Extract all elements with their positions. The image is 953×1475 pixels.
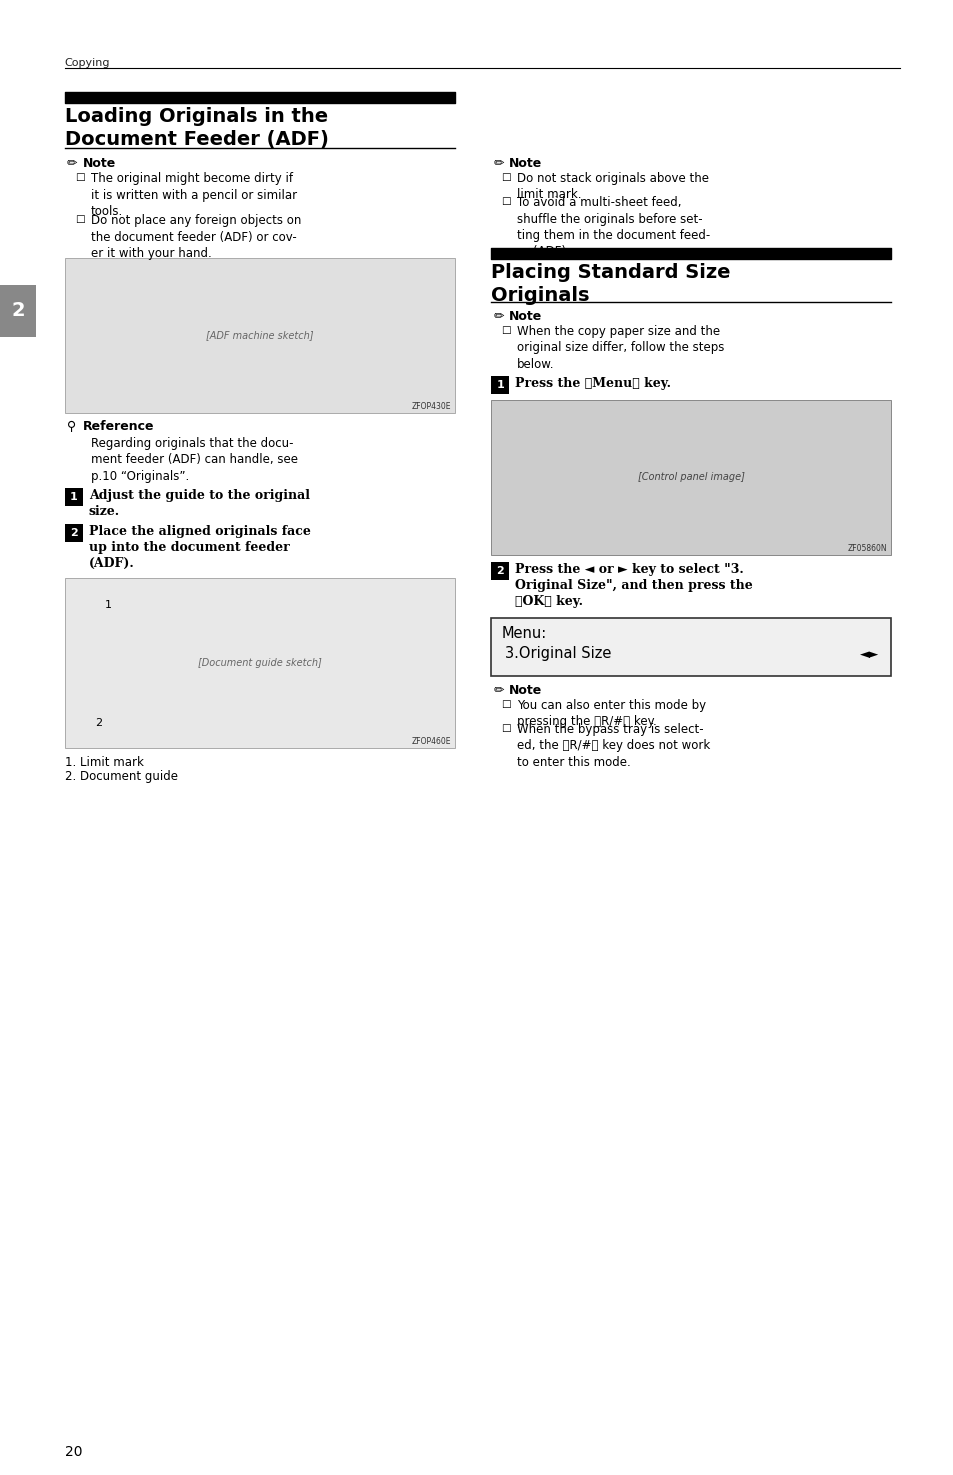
Text: □: □ <box>500 699 511 709</box>
Text: ✏: ✏ <box>493 684 503 698</box>
Text: You can also enter this mode by
pressing the 「R/#」 key.: You can also enter this mode by pressing… <box>517 699 705 729</box>
Bar <box>0 285 36 336</box>
FancyBboxPatch shape <box>491 562 509 580</box>
Text: ZFOP430E: ZFOP430E <box>411 403 451 412</box>
Text: Copying: Copying <box>65 58 111 68</box>
Text: ✏: ✏ <box>67 156 77 170</box>
Bar <box>491 400 890 555</box>
Text: [Control panel image]: [Control panel image] <box>638 472 744 482</box>
Text: □: □ <box>500 723 511 733</box>
Text: 2: 2 <box>70 528 77 538</box>
Text: Note: Note <box>509 156 542 170</box>
Text: 2: 2 <box>11 301 25 320</box>
Text: □: □ <box>500 196 511 207</box>
Text: Regarding originals that the docu-
ment feeder (ADF) can handle, see
p.10 “Origi: Regarding originals that the docu- ment … <box>91 437 297 482</box>
Bar <box>65 258 455 413</box>
FancyBboxPatch shape <box>65 524 83 541</box>
FancyBboxPatch shape <box>65 488 83 506</box>
Text: ✏: ✏ <box>493 310 503 323</box>
Text: 20: 20 <box>65 1446 82 1459</box>
Text: ZFOP460E: ZFOP460E <box>411 738 451 746</box>
Text: Menu:: Menu: <box>500 625 546 642</box>
Text: When the bypass tray is select-
ed, the 「R/#」 key does not work
to enter this mo: When the bypass tray is select- ed, the … <box>517 723 710 768</box>
Text: □: □ <box>74 173 85 181</box>
Text: 2: 2 <box>496 566 503 577</box>
Text: 1. Limit mark: 1. Limit mark <box>65 757 144 768</box>
Bar <box>65 578 455 748</box>
Text: □: □ <box>500 324 511 335</box>
Text: Do not place any foreign objects on
the document feeder (ADF) or cov-
er it with: Do not place any foreign objects on the … <box>91 214 301 260</box>
FancyBboxPatch shape <box>491 376 509 394</box>
Text: ZF05860N: ZF05860N <box>847 544 886 553</box>
Text: 2. Document guide: 2. Document guide <box>65 770 177 783</box>
Text: ⚲: ⚲ <box>67 420 76 434</box>
Text: 3.Original Size: 3.Original Size <box>505 646 611 661</box>
Text: ◄►: ◄► <box>860 649 879 661</box>
Text: Note: Note <box>509 684 542 698</box>
Text: 1: 1 <box>105 600 112 611</box>
Text: ✏: ✏ <box>493 156 503 170</box>
Text: Placing Standard Size
Originals: Placing Standard Size Originals <box>491 263 730 305</box>
Text: Loading Originals in the
Document Feeder (ADF): Loading Originals in the Document Feeder… <box>65 108 329 149</box>
Text: 1: 1 <box>496 381 503 389</box>
Text: Note: Note <box>83 156 116 170</box>
Text: □: □ <box>500 173 511 181</box>
Text: To avoid a multi-sheet feed,
shuffle the originals before set-
ting them in the : To avoid a multi-sheet feed, shuffle the… <box>517 196 710 258</box>
Text: The original might become dirty if
it is written with a pencil or similar
tools.: The original might become dirty if it is… <box>91 173 296 218</box>
Text: Note: Note <box>509 310 542 323</box>
Text: 2: 2 <box>94 718 102 729</box>
Text: When the copy paper size and the
original size differ, follow the steps
below.: When the copy paper size and the origina… <box>517 324 724 372</box>
Bar <box>491 618 890 676</box>
Text: Press the ◄ or ► key to select "3.
Original Size", and then press the
「OK」 key.: Press the ◄ or ► key to select "3. Origi… <box>515 563 752 608</box>
Text: 1: 1 <box>70 493 77 502</box>
Text: Do not stack originals above the
limit mark.: Do not stack originals above the limit m… <box>517 173 709 202</box>
Text: Place the aligned originals face
up into the document feeder
(ADF).: Place the aligned originals face up into… <box>89 525 311 569</box>
Text: Press the 「Menu」 key.: Press the 「Menu」 key. <box>515 378 671 389</box>
Text: [Document guide sketch]: [Document guide sketch] <box>198 658 321 668</box>
Text: Adjust the guide to the original
size.: Adjust the guide to the original size. <box>89 490 310 518</box>
Text: Reference: Reference <box>83 420 154 434</box>
Text: [ADF machine sketch]: [ADF machine sketch] <box>206 330 314 341</box>
Text: □: □ <box>74 214 85 224</box>
